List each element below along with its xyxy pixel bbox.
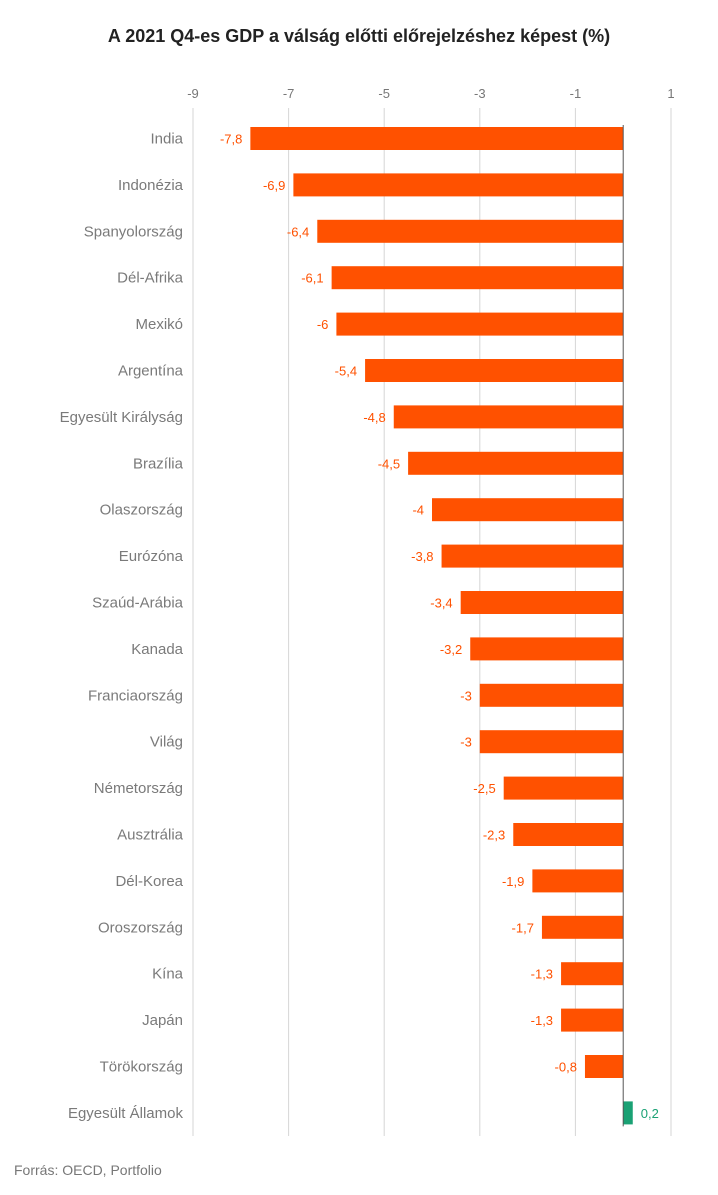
value-labels: -7,8 -6,9 -6,4 -6,1 -6 -5,4 -4,8 -4,5 -4 -3,8 -3,4… bbox=[220, 132, 659, 1121]
value-label: -3 bbox=[460, 688, 472, 703]
value-label: -1,9 bbox=[502, 874, 524, 889]
value-label: -4,8 bbox=[363, 410, 385, 425]
category-label: Dél-Korea bbox=[115, 873, 183, 890]
bar bbox=[408, 451, 624, 475]
bar bbox=[479, 683, 624, 707]
category-label: Mexikó bbox=[135, 316, 183, 333]
x-tick-label: -5 bbox=[378, 86, 390, 101]
bar bbox=[317, 219, 624, 243]
category-label: Franciaország bbox=[88, 687, 183, 704]
category-label: Japán bbox=[142, 1012, 183, 1029]
category-label: Olaszország bbox=[100, 502, 183, 519]
bar bbox=[584, 1055, 624, 1078]
category-label: Argentína bbox=[118, 363, 184, 380]
bar bbox=[393, 405, 624, 429]
value-label: -5,4 bbox=[335, 364, 357, 379]
value-label: -3,4 bbox=[430, 596, 452, 611]
value-label: -6,9 bbox=[263, 178, 285, 193]
bars bbox=[250, 127, 633, 1125]
category-label: Németország bbox=[94, 780, 183, 797]
bar bbox=[513, 823, 624, 846]
category-label: Kanada bbox=[131, 641, 183, 658]
category-label: Ausztrália bbox=[117, 827, 184, 844]
category-label: India bbox=[150, 131, 183, 148]
value-label: 0,2 bbox=[641, 1106, 659, 1121]
value-label: -3 bbox=[460, 735, 472, 750]
bar bbox=[441, 544, 624, 568]
bar bbox=[336, 312, 624, 336]
value-label: -6 bbox=[317, 317, 329, 332]
value-label: -1,3 bbox=[531, 967, 553, 982]
bar bbox=[541, 915, 624, 939]
x-axis-ticks: -9 -7 -5 -3 -1 1 bbox=[187, 86, 674, 101]
chart-title: A 2021 Q4-es GDP a válság előtti előreje… bbox=[107, 26, 611, 46]
bar bbox=[250, 127, 624, 150]
bar bbox=[561, 962, 624, 986]
bar bbox=[331, 266, 624, 290]
value-label: -3,2 bbox=[440, 642, 462, 657]
bar bbox=[460, 591, 624, 614]
value-label: -4,5 bbox=[378, 456, 400, 471]
x-tick-label: -7 bbox=[283, 86, 295, 101]
category-label: Egyesült Királyság bbox=[60, 409, 183, 426]
category-label: Egyesült Államok bbox=[68, 1105, 184, 1122]
value-label: -4 bbox=[412, 503, 424, 518]
value-label: -3,8 bbox=[411, 549, 433, 564]
bar bbox=[432, 498, 624, 522]
category-labels: India Indonézia Spanyolország Dél-Afrika Mex… bbox=[60, 131, 184, 1122]
bar bbox=[479, 730, 624, 754]
category-label: Dél-Afrika bbox=[117, 270, 184, 287]
x-tick-label: -9 bbox=[187, 86, 199, 101]
category-label: Indonézia bbox=[118, 177, 184, 194]
bar bbox=[470, 637, 624, 661]
category-label: Törökország bbox=[100, 1059, 183, 1076]
value-label: -2,3 bbox=[483, 828, 505, 843]
source-note: Forrás: OECD, Portfolio bbox=[14, 1162, 162, 1178]
x-tick-label: -1 bbox=[570, 86, 582, 101]
category-label: Oroszország bbox=[98, 919, 183, 936]
value-label: -1,7 bbox=[512, 920, 534, 935]
value-label: -6,4 bbox=[287, 224, 309, 239]
x-tick-label: 1 bbox=[667, 86, 674, 101]
value-label: -1,3 bbox=[531, 1013, 553, 1028]
category-label: Világ bbox=[150, 734, 183, 751]
value-label: -2,5 bbox=[473, 781, 495, 796]
bar bbox=[365, 359, 624, 382]
x-tick-label: -3 bbox=[474, 86, 486, 101]
category-label: Spanyolország bbox=[84, 223, 183, 240]
category-label: Kína bbox=[152, 966, 184, 983]
category-label: Brazília bbox=[133, 455, 184, 472]
bar bbox=[532, 869, 624, 893]
category-label: Szaúd-Arábia bbox=[92, 595, 184, 612]
bar bbox=[293, 173, 624, 197]
bar bbox=[623, 1101, 633, 1125]
bar bbox=[503, 776, 624, 800]
value-label: -6,1 bbox=[301, 271, 323, 286]
value-label: -0,8 bbox=[555, 1060, 577, 1075]
bar bbox=[561, 1008, 624, 1032]
category-label: Eurózóna bbox=[119, 548, 184, 565]
value-label: -7,8 bbox=[220, 132, 242, 147]
